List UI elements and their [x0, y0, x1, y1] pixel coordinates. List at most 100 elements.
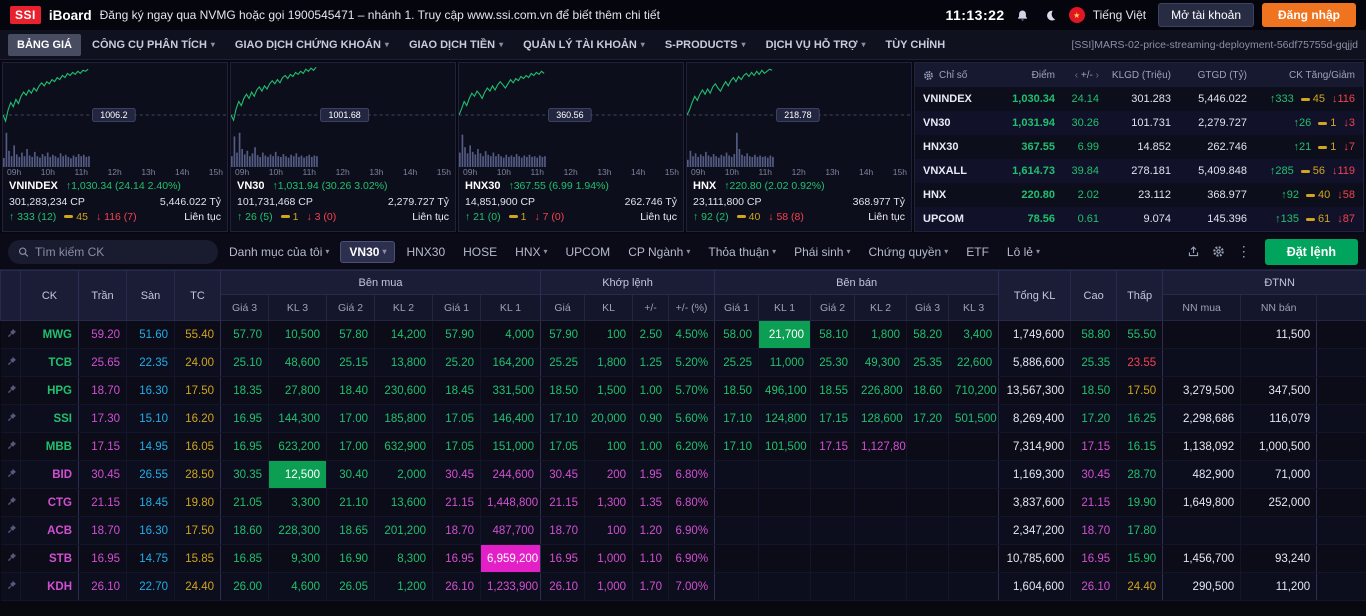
cell-ceiling[interactable]: 21.15	[78, 488, 127, 517]
cell-reference[interactable]: 15.85	[174, 544, 221, 573]
cell-buy-price1[interactable]: 26.10	[432, 572, 481, 601]
cell-floor[interactable]: 22.70	[126, 572, 175, 601]
cell-buy-vol3[interactable]: 228,300	[268, 516, 327, 545]
cell-reference[interactable]: 24.00	[174, 348, 221, 377]
cell-sell-price2[interactable]: 17.15	[810, 404, 856, 433]
stock-symbol[interactable]: MBB	[20, 432, 79, 461]
index-header-change[interactable]: ‹ +/- ›	[1074, 69, 1099, 81]
cell-match-change[interactable]: 1.35	[632, 488, 670, 517]
stock-symbol[interactable]: HPG	[20, 376, 79, 405]
cell-floor[interactable]: 16.30	[126, 516, 175, 545]
cell-reference[interactable]: 19.80	[174, 488, 221, 517]
cell-sell-price3[interactable]: 18.60	[906, 376, 950, 405]
cell-match-vol[interactable]: 20,000	[584, 404, 634, 433]
cell-sell-price3[interactable]	[906, 488, 950, 517]
cell-buy-vol3[interactable]: 27,800	[268, 376, 327, 405]
cell-sell-vol3[interactable]	[948, 516, 1000, 545]
cell-buy-vol2[interactable]: 8,300	[374, 544, 433, 573]
cell-foreign-room[interactable]	[1316, 488, 1366, 517]
cell-sell-vol1[interactable]: 101,500	[758, 432, 812, 461]
cell-sell-price1[interactable]: 17.10	[714, 432, 760, 461]
tab-upcom[interactable]: UPCOM	[565, 244, 611, 259]
cell-sell-vol2[interactable]	[854, 572, 908, 601]
cell-buy-price2[interactable]: 17.00	[326, 432, 375, 461]
cell-high[interactable]: 17.20	[1070, 404, 1118, 433]
cell-sell-price2[interactable]	[810, 572, 856, 601]
cell-sell-price3[interactable]: 25.35	[906, 348, 950, 377]
index-row-upcom[interactable]: UPCOM 78.56 0.61 9.074 145.396 ↑135 61 ↓87	[915, 207, 1363, 231]
cell-low[interactable]: 15.90	[1116, 544, 1164, 573]
login-button[interactable]: Đăng nhập	[1262, 3, 1356, 27]
tab-hose[interactable]: HOSE	[463, 244, 498, 259]
cell-sell-price2[interactable]	[810, 516, 856, 545]
cell-sell-vol2[interactable]: 1,127,800	[854, 432, 908, 461]
cell-sell-price1[interactable]: 18.50	[714, 376, 760, 405]
cell-sell-price3[interactable]	[906, 516, 950, 545]
cell-match-change[interactable]: 1.10	[632, 544, 670, 573]
cell-foreign-sell[interactable]: 116,079	[1240, 404, 1318, 433]
cell-buy-price3[interactable]: 26.00	[220, 572, 269, 601]
cell-high[interactable]: 16.95	[1070, 544, 1118, 573]
cell-sell-price3[interactable]	[906, 572, 950, 601]
cell-total-vol[interactable]: 1,749,600	[998, 320, 1072, 349]
cell-match-price[interactable]: 30.45	[540, 460, 586, 489]
cell-sell-price3[interactable]	[906, 432, 950, 461]
cell-ceiling[interactable]: 17.30	[78, 404, 127, 433]
cell-sell-vol1[interactable]	[758, 516, 812, 545]
stock-symbol[interactable]: CTG	[20, 488, 79, 517]
cell-high[interactable]: 17.15	[1070, 432, 1118, 461]
cell-ceiling[interactable]: 18.70	[78, 376, 127, 405]
cell-floor[interactable]: 15.10	[126, 404, 175, 433]
cell-ceiling[interactable]: 25.65	[78, 348, 127, 377]
cell-buy-vol2[interactable]: 1,200	[374, 572, 433, 601]
cell-sell-vol3[interactable]: 22,600	[948, 348, 1000, 377]
cell-buy-price1[interactable]: 18.45	[432, 376, 481, 405]
cell-low[interactable]: 19.90	[1116, 488, 1164, 517]
cell-buy-vol2[interactable]: 2,000	[374, 460, 433, 489]
cell-buy-price1[interactable]: 25.20	[432, 348, 481, 377]
cell-sell-price2[interactable]: 58.10	[810, 320, 856, 349]
cell-foreign-buy[interactable]	[1162, 320, 1242, 349]
cell-match-vol[interactable]: 100	[584, 320, 634, 349]
cell-sell-vol3[interactable]: 501,500	[948, 404, 1000, 433]
cell-buy-vol2[interactable]: 185,800	[374, 404, 433, 433]
cell-foreign-sell[interactable]: 1,000,500	[1240, 432, 1318, 461]
tab-danh-mục-của-tôi[interactable]: Danh mục của tôi ▾	[229, 244, 330, 259]
cell-buy-price2[interactable]: 17.00	[326, 404, 375, 433]
language-label[interactable]: Tiếng Việt	[1092, 8, 1147, 22]
cell-buy-price3[interactable]: 30.35	[220, 460, 269, 489]
tab-chứng-quyền[interactable]: Chứng quyền ▾	[868, 244, 949, 259]
cell-buy-vol2[interactable]: 230,600	[374, 376, 433, 405]
cell-match-price[interactable]: 57.90	[540, 320, 586, 349]
menu-item[interactable]: GIAO DỊCH CHỨNG KHOÁN ▾	[234, 38, 389, 51]
stock-symbol[interactable]: SSI	[20, 404, 79, 433]
cell-match-change[interactable]: 1.00	[632, 376, 670, 405]
pin-cell[interactable]	[0, 516, 21, 545]
cell-buy-price2[interactable]: 57.80	[326, 320, 375, 349]
cell-sell-vol1[interactable]	[758, 572, 812, 601]
cell-foreign-buy[interactable]: 482,900	[1162, 460, 1242, 489]
tab-hnx[interactable]: HNX ▾	[515, 244, 548, 259]
cell-low[interactable]: 28.70	[1116, 460, 1164, 489]
cell-buy-price1[interactable]: 18.70	[432, 516, 481, 545]
cell-high[interactable]: 25.35	[1070, 348, 1118, 377]
cell-high[interactable]: 21.15	[1070, 488, 1118, 517]
cell-match-change-pct[interactable]: 4.50%	[668, 320, 716, 349]
pin-cell[interactable]	[0, 376, 21, 405]
stock-symbol[interactable]: TCB	[20, 348, 79, 377]
cell-reference[interactable]: 24.40	[174, 572, 221, 601]
cell-match-price[interactable]: 18.70	[540, 516, 586, 545]
cell-sell-vol1[interactable]	[758, 460, 812, 489]
cell-floor[interactable]: 14.75	[126, 544, 175, 573]
kebab-menu-icon[interactable]: ⋮	[1236, 243, 1251, 259]
cell-buy-price1[interactable]: 16.95	[432, 544, 481, 573]
cell-match-vol[interactable]: 100	[584, 516, 634, 545]
cell-sell-price2[interactable]	[810, 488, 856, 517]
cell-match-change-pct[interactable]: 7.00%	[668, 572, 716, 601]
cell-reference[interactable]: 16.05	[174, 432, 221, 461]
cell-sell-vol3[interactable]	[948, 572, 1000, 601]
cell-match-vol[interactable]: 200	[584, 460, 634, 489]
cell-match-vol[interactable]: 1,800	[584, 348, 634, 377]
cell-buy-vol3[interactable]: 10,500	[268, 320, 327, 349]
cell-match-price[interactable]: 18.50	[540, 376, 586, 405]
